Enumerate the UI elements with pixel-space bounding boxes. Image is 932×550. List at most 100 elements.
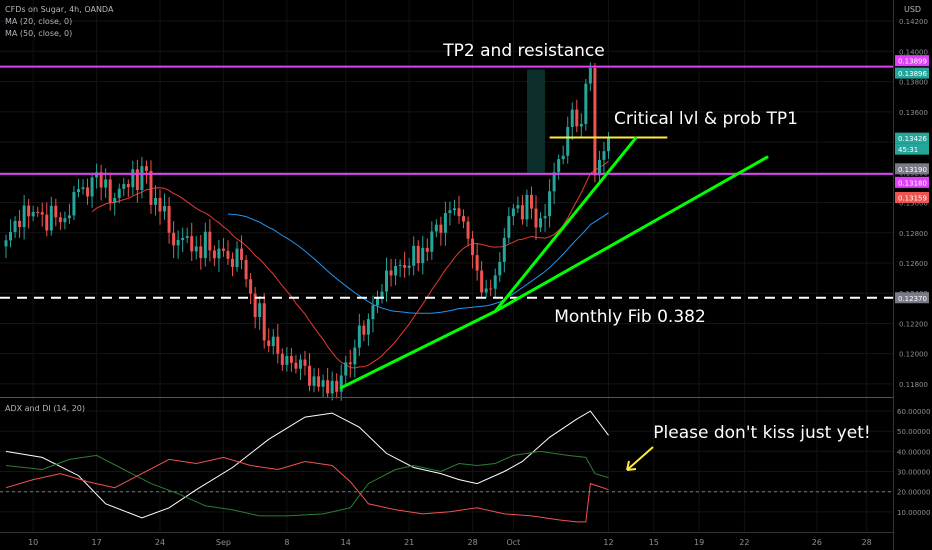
candle-body <box>588 68 592 84</box>
candle-body <box>13 220 17 232</box>
candle-body <box>507 216 511 238</box>
candle-body <box>113 198 117 203</box>
candle-body <box>493 275 497 289</box>
adx-tick: 60.00000 <box>897 408 930 416</box>
price-tag-box <box>895 192 929 204</box>
candle-body <box>36 211 40 213</box>
candle-body <box>72 191 76 216</box>
candle-body <box>602 151 606 160</box>
candle-body <box>276 336 280 354</box>
price-tick: 0.13800 <box>899 79 928 87</box>
candle-body <box>561 155 565 160</box>
price-tick: 0.12800 <box>899 230 928 238</box>
candle-body <box>221 248 225 251</box>
candle-body <box>308 365 312 386</box>
price-tag-box <box>895 163 929 175</box>
price-tick: 0.13000 <box>899 200 928 208</box>
candle-body <box>76 189 80 192</box>
price-tick: 0.11800 <box>899 381 928 389</box>
candle-body <box>452 208 456 211</box>
ma50-series <box>227 212 609 314</box>
candle-body <box>421 247 425 264</box>
currency-label[interactable]: USD <box>904 5 921 14</box>
time-tick: 17 <box>92 538 102 547</box>
candle-body <box>516 205 520 209</box>
adx-tick: 30.00000 <box>897 469 930 477</box>
candle-body <box>135 169 139 190</box>
adx-line <box>5 410 609 519</box>
candle-body <box>403 265 407 268</box>
time-tick: 19 <box>694 538 704 547</box>
trendlines <box>339 136 769 390</box>
candle-body <box>344 362 348 376</box>
candle-body <box>416 245 420 264</box>
candle-body <box>9 231 13 241</box>
time-axis[interactable]: 10 17 24 Sep 8 14 21 28 Oct 12 15 19 22 26 28 <box>28 538 872 547</box>
symbol-title[interactable]: CFDs on Sugar, 4h, OANDA <box>5 5 114 14</box>
arrow-annotation <box>626 446 654 471</box>
candle-body <box>443 213 447 233</box>
ma50-legend[interactable]: MA (50, close, 0) <box>5 29 72 38</box>
candle-body <box>317 376 321 387</box>
candle-body <box>385 270 389 292</box>
candle-body <box>22 205 26 228</box>
candle-body <box>235 248 239 267</box>
candle-body <box>217 248 221 259</box>
candle-body <box>258 303 262 318</box>
candle-body <box>244 259 248 280</box>
candle-body <box>548 191 552 217</box>
candle-body <box>294 362 298 369</box>
adx-tick: 10.00000 <box>897 509 930 517</box>
time-tick: Sep <box>216 538 231 547</box>
candle-body <box>63 218 67 223</box>
candle-body <box>262 303 266 341</box>
candle-body <box>40 212 44 215</box>
candle-body <box>203 231 207 259</box>
candle-body <box>176 239 180 246</box>
candle-body <box>249 279 253 294</box>
time-tick: 8 <box>284 538 289 547</box>
price-tag-text: 0.13899 <box>898 58 927 66</box>
time-tick: 28 <box>467 538 477 547</box>
annotation-tp2[interactable]: TP2 and resistance <box>442 41 604 61</box>
candle-body <box>489 288 493 290</box>
price-tag-box <box>895 143 929 155</box>
candle-body <box>375 297 379 306</box>
candle-body <box>575 109 579 127</box>
adx-line <box>5 456 609 523</box>
zone-rect <box>526 69 546 174</box>
annotation-kiss[interactable]: Please don't kiss just yet! <box>653 423 870 443</box>
annotation-critical[interactable]: Critical lvl & prob TP1 <box>614 109 798 129</box>
price-tag-text: 0.13159 <box>898 195 927 203</box>
candle-body <box>570 109 574 127</box>
candle-body <box>534 208 538 228</box>
candle-body <box>326 380 330 394</box>
candle-body <box>466 221 470 239</box>
candle-body <box>362 325 366 335</box>
candle-body <box>267 340 271 347</box>
candle-body <box>434 224 438 232</box>
candle-body <box>394 266 398 276</box>
time-tick: 12 <box>603 538 613 547</box>
horizontal-levels <box>0 65 893 299</box>
candle-body <box>158 198 162 212</box>
candle-body <box>425 247 429 252</box>
candle-body <box>597 159 601 176</box>
candle-body <box>108 179 112 203</box>
price-tag-text: 0.12370 <box>898 295 927 303</box>
candle-body <box>298 359 302 369</box>
candle-body <box>144 166 148 171</box>
adx-tick: 40.00000 <box>897 448 930 456</box>
candle-body <box>371 305 375 320</box>
candle-body <box>95 172 99 178</box>
annotation-fib[interactable]: Monthly Fib 0.382 <box>554 307 706 327</box>
adx-legend[interactable]: ADX and DI (14, 20) <box>5 404 85 413</box>
candle-body <box>366 319 370 335</box>
ma20-legend[interactable]: MA (20, close, 0) <box>5 17 72 26</box>
price-tick: 0.14200 <box>899 18 928 26</box>
candle-body <box>49 205 53 231</box>
time-tick: 21 <box>404 538 414 547</box>
time-tick: 26 <box>812 538 822 547</box>
candle-body <box>593 68 597 176</box>
